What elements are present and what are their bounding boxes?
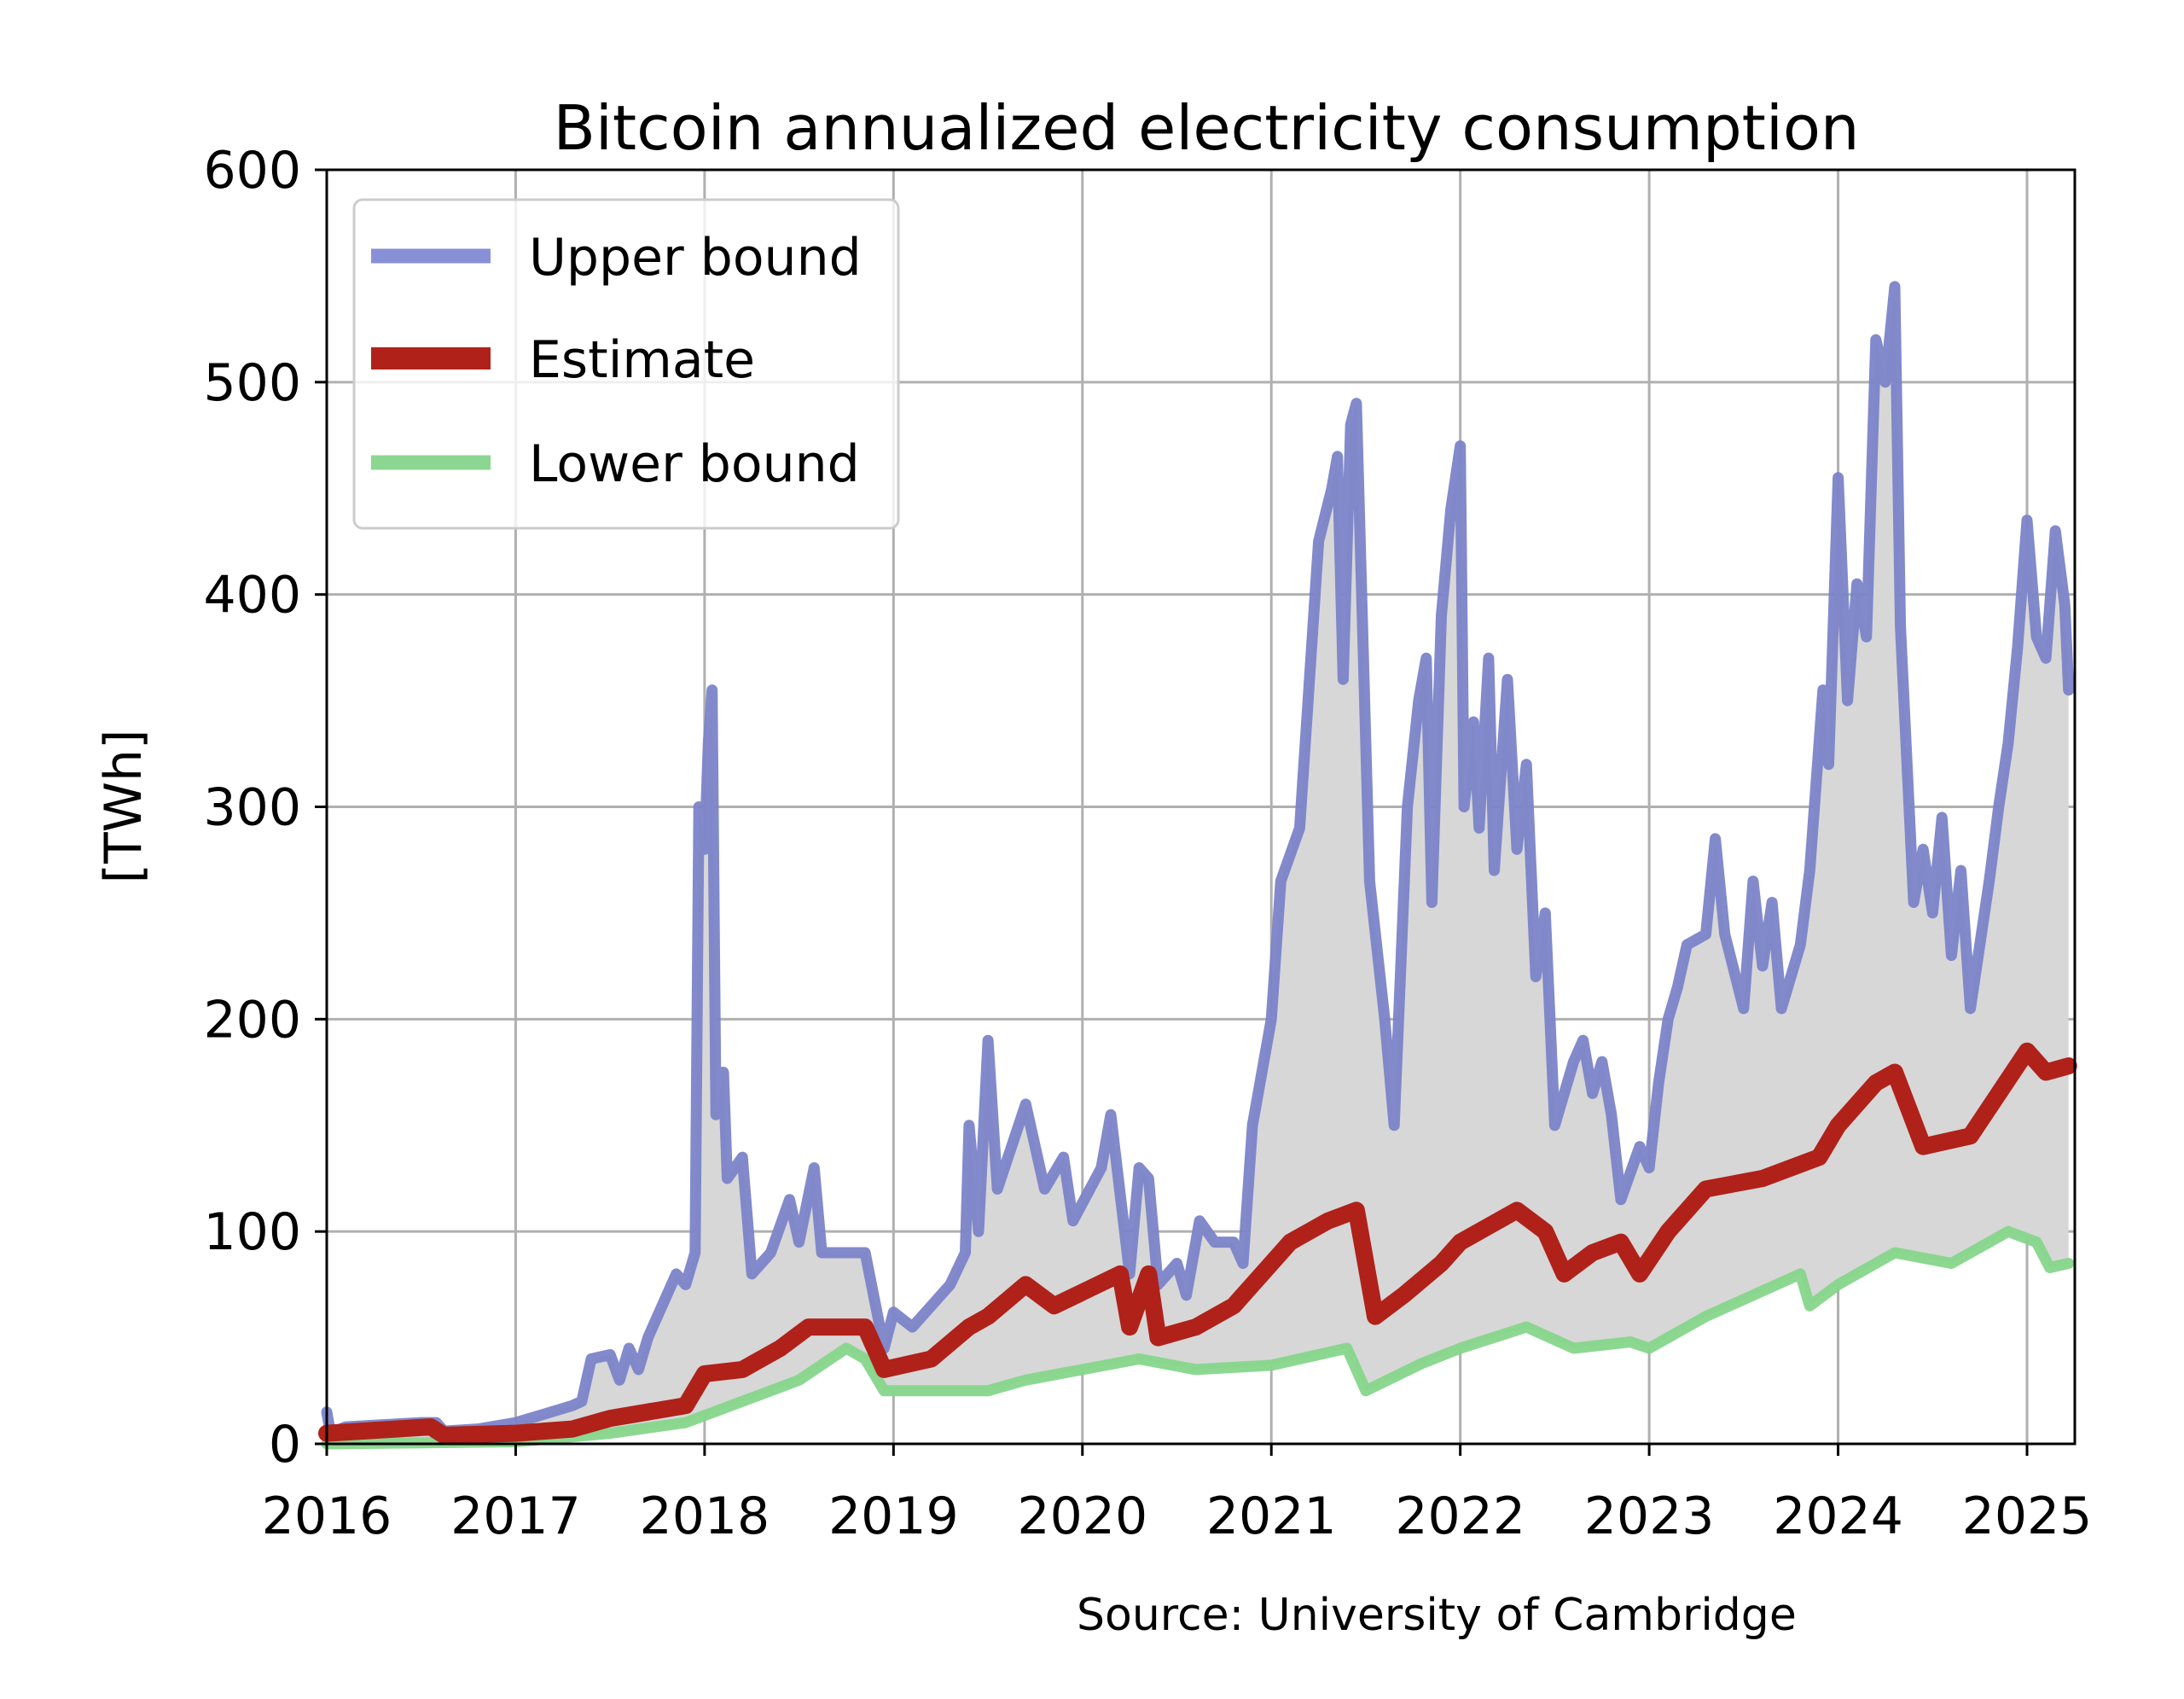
series-line-upper-bound — [321, 281, 2075, 1440]
x-tick-label: 2017 — [450, 1487, 581, 1546]
x-tick-label: 2025 — [1962, 1487, 2093, 1546]
y-axis-ticks: 0 100 200 300 400 500 600 — [203, 141, 327, 1475]
y-axis-label: [TWh] — [94, 730, 154, 884]
x-tick-label: 2023 — [1584, 1487, 1715, 1546]
source-annotation: Source: University of Cambridge — [1077, 1590, 1797, 1641]
legend-label: Lower bound — [529, 434, 860, 494]
x-tick-label: 2020 — [1017, 1487, 1147, 1546]
series-lines — [318, 281, 2077, 1450]
x-axis-ticks: 2016 2017 2018 2019 2020 2021 2022 2023 2024 2025 — [262, 1444, 2093, 1546]
y-tick-label: 500 — [203, 353, 301, 413]
legend-label: Upper bound — [529, 228, 862, 288]
x-tick-label: 2019 — [828, 1487, 959, 1546]
series-line-estimate — [318, 1042, 2077, 1444]
y-tick-label: 200 — [203, 990, 301, 1050]
x-tick-label: 2022 — [1395, 1487, 1525, 1546]
series-line-lower-bound — [321, 1225, 2075, 1450]
y-tick-label: 600 — [203, 141, 301, 201]
x-tick-label: 2024 — [1773, 1487, 1903, 1546]
chart-title: Bitcoin annualized electricity consumpti… — [553, 92, 1859, 164]
y-tick-label: 100 — [203, 1202, 301, 1262]
x-tick-label: 2021 — [1206, 1487, 1337, 1546]
x-tick-label: 2018 — [640, 1487, 770, 1546]
y-tick-label: 400 — [203, 566, 301, 625]
legend-box — [352, 198, 900, 530]
legend: Upper bound Estimate Lower bound — [352, 198, 900, 530]
x-tick-label: 2016 — [262, 1487, 392, 1546]
legend-label: Estimate — [529, 330, 755, 390]
y-tick-label: 0 — [269, 1415, 301, 1475]
y-tick-label: 300 — [203, 778, 301, 838]
